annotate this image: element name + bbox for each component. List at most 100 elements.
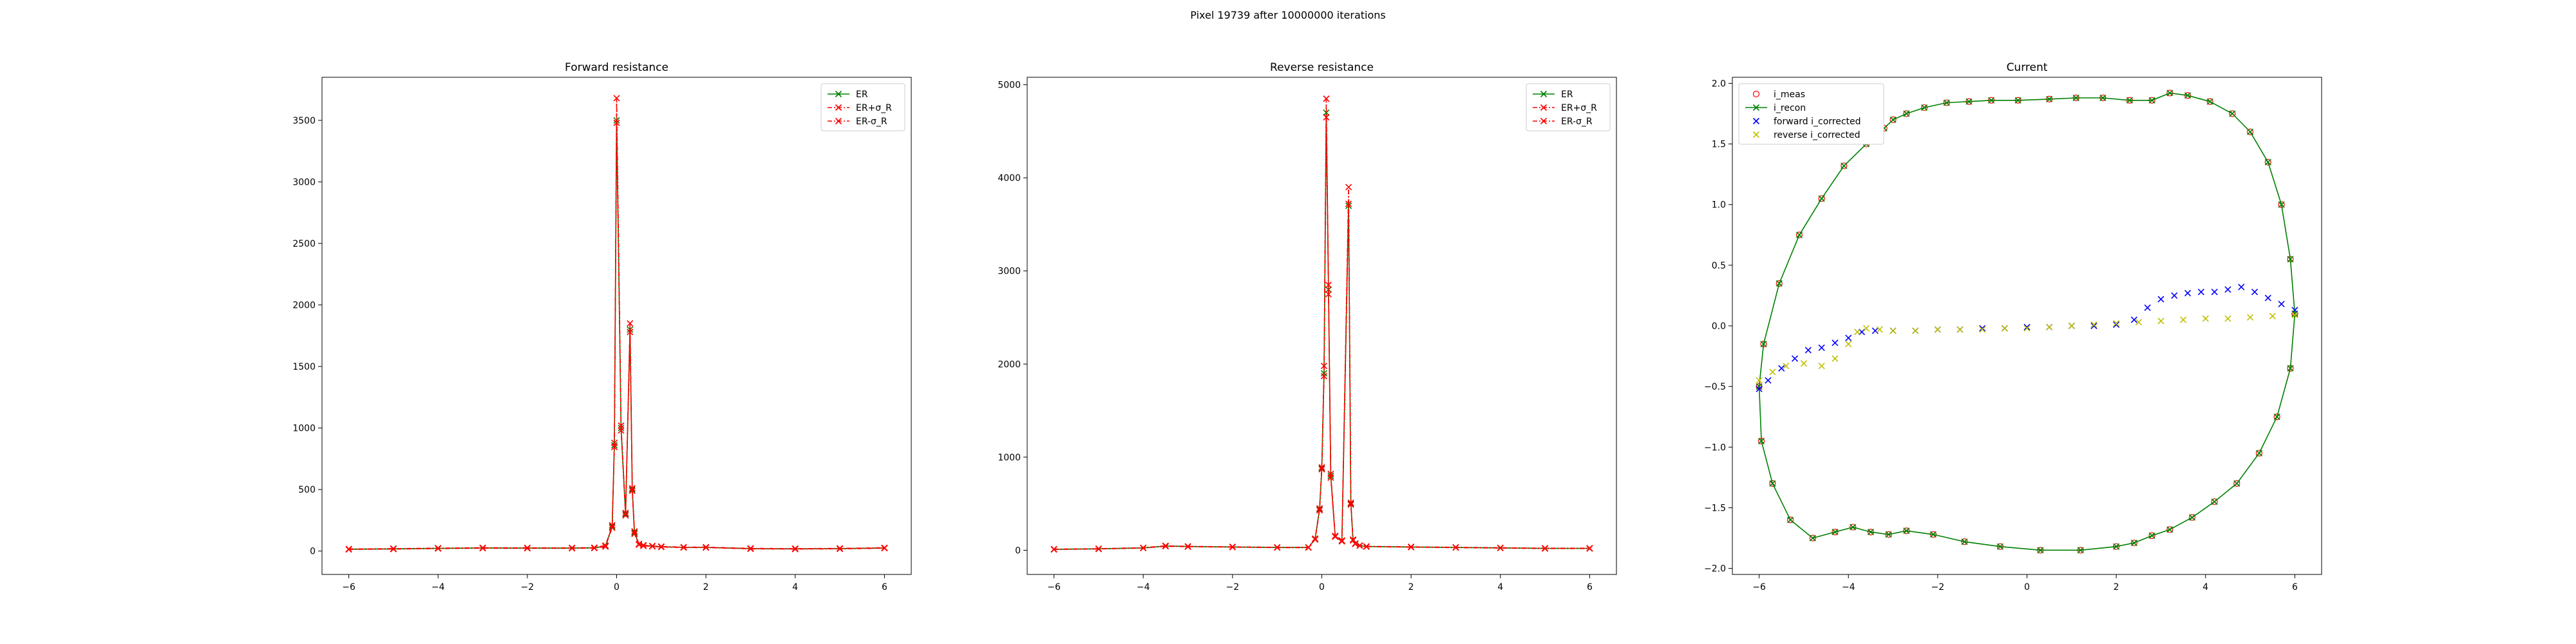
series-2-3-point-16 bbox=[2023, 325, 2031, 332]
series-2-0-point-50 bbox=[2264, 158, 2271, 166]
series-2-3-point-19 bbox=[2090, 321, 2098, 328]
series-2-1-point-37 bbox=[1965, 98, 1973, 105]
series-2-3-point-4 bbox=[1818, 363, 1825, 370]
series-0-2-point-2 bbox=[435, 545, 442, 552]
chart-1-series-1-line bbox=[1054, 99, 1590, 550]
chart-1-legend-box bbox=[1526, 83, 1611, 131]
chart-1-xtick-label-6: 6 bbox=[1587, 582, 1593, 592]
series-2-2-point-3 bbox=[1791, 355, 1799, 362]
series-1-1-point-10 bbox=[1318, 464, 1325, 471]
series-2-1-point-legend bbox=[1752, 104, 1760, 111]
chart-0-data bbox=[345, 95, 888, 553]
series-2-1-point-12 bbox=[2037, 547, 2044, 554]
series-2-0-point-29 bbox=[1818, 195, 1825, 202]
series-2-3-point-25 bbox=[2224, 315, 2231, 322]
chart-1-legend: ER ER+σ_R ER-σ_R bbox=[1526, 83, 1611, 131]
series-2-3-point-2 bbox=[1783, 363, 1790, 370]
chart-2-frame bbox=[1732, 77, 2322, 575]
series-1-2-point-22 bbox=[1363, 543, 1370, 550]
series-2-1-point-7 bbox=[2166, 526, 2174, 533]
series-2-1-point-13 bbox=[1996, 543, 2003, 550]
chart-2-legend-label-0: i_meas bbox=[1774, 90, 1805, 100]
chart-2: Current −6 −4 −2 0 2 4 6 −2.0 −1.5 −1.0 −0.5 0.0 0.5 1… bbox=[1704, 61, 2322, 592]
chart-1: Reverse resistance −6 −4 −2 0 2 4 6 0 1000 2000 300… bbox=[998, 61, 1617, 592]
series-1-2-point-27 bbox=[1586, 545, 1593, 552]
chart-0-xtick-label-3: 0 bbox=[614, 582, 620, 592]
series-2-3-point-26 bbox=[2247, 314, 2254, 321]
chart-1-ytick-label-5: 5000 bbox=[998, 80, 1021, 91]
series-2-1-point-20 bbox=[1832, 529, 1839, 536]
series-2-3-point-15 bbox=[2001, 325, 2008, 332]
series-2-2-point-2 bbox=[1778, 365, 1785, 372]
series-0-1-point-10 bbox=[613, 95, 620, 102]
series-0-2-point-1 bbox=[390, 545, 397, 553]
series-2-3-point-14 bbox=[1979, 326, 1986, 333]
chart-2-ytick-label-2: −1.0 bbox=[1704, 442, 1726, 453]
series-2-0-point-28 bbox=[1795, 231, 1803, 238]
series-2-3-point-17 bbox=[2046, 323, 2053, 330]
series-2-2-point-5 bbox=[1818, 344, 1825, 351]
chart-0-series-2-line bbox=[348, 122, 885, 550]
series-2-3-point-21 bbox=[2135, 319, 2142, 326]
series-2-2-point-19 bbox=[2090, 322, 2098, 330]
series-0-2-point-10 bbox=[613, 119, 620, 126]
series-2-1-point-4 bbox=[2233, 480, 2240, 487]
series-2-0-point-47 bbox=[2206, 98, 2213, 105]
chart-0-legend-label-0: ER bbox=[856, 90, 868, 100]
series-1-2-point-0 bbox=[1050, 546, 1057, 553]
chart-0-legend-label-2: ER-σ_R bbox=[856, 117, 887, 127]
series-2-3-point-5 bbox=[1832, 355, 1839, 362]
series-2-1-point-51 bbox=[2278, 201, 2285, 208]
series-1-0-point-9 bbox=[1316, 506, 1323, 513]
series-0-2-point-25 bbox=[881, 545, 888, 552]
series-2-3-point-18 bbox=[2068, 322, 2075, 330]
series-2-1-point-11 bbox=[2077, 547, 2084, 554]
series-0-2-point-3 bbox=[479, 545, 486, 552]
series-0-2-point-18 bbox=[649, 543, 656, 550]
series-2-2-point-7 bbox=[1845, 334, 1852, 341]
series-2-1-point-9 bbox=[2130, 539, 2137, 547]
series-1-1-point-8 bbox=[1312, 535, 1319, 542]
series-1-1-point-legend bbox=[1540, 104, 1548, 111]
series-2-1-point-5 bbox=[2211, 498, 2218, 506]
chart-0: Forward resistance −6 −4 −2 0 2 4 6 0 500 1000 1500… bbox=[292, 61, 912, 592]
chart-2-xtick-label-4: 2 bbox=[2114, 582, 2119, 592]
series-2-0-point-30 bbox=[1841, 162, 1848, 169]
chart-0-title: Forward resistance bbox=[565, 61, 668, 74]
chart-2-series-1-line bbox=[1758, 92, 2296, 551]
chart-0-ytick-label-7: 3500 bbox=[292, 116, 316, 126]
series-2-2-point-14 bbox=[1979, 325, 1986, 332]
chart-2-ytick-label-8: 2.0 bbox=[1712, 79, 1726, 89]
chart-0-ytick-label-0: 0 bbox=[310, 547, 316, 557]
series-1-2-point-2 bbox=[1140, 545, 1147, 552]
series-2-0-point-35 bbox=[1920, 104, 1928, 111]
series-2-1-point-10 bbox=[2113, 543, 2120, 550]
chart-2-legend-box bbox=[1738, 83, 1884, 145]
chart-2-ytick-label-0: −2.0 bbox=[1704, 564, 1726, 574]
series-2-3-point-0 bbox=[1756, 377, 1763, 384]
series-0-2-point-7 bbox=[602, 543, 609, 550]
series-2-1-point-47 bbox=[2206, 98, 2213, 105]
series-2-1-point-41 bbox=[2072, 94, 2079, 102]
chart-0-ytick-label-4: 2000 bbox=[292, 301, 316, 311]
series-1-2-point-9 bbox=[1316, 507, 1323, 514]
series-2-1-point-17 bbox=[1885, 531, 1892, 538]
series-2-1-point-38 bbox=[1987, 97, 1995, 104]
series-0-2-point-23 bbox=[791, 545, 799, 553]
series-2-1-point-6 bbox=[2188, 514, 2196, 521]
chart-0-xtick-label-4: 2 bbox=[703, 582, 709, 592]
series-1-2-point-21 bbox=[1356, 542, 1363, 549]
series-2-2-point-16 bbox=[2023, 323, 2031, 330]
series-1-2-point-12 bbox=[1323, 114, 1330, 121]
series-0-2-point-24 bbox=[837, 545, 844, 553]
series-2-1-point-44 bbox=[2148, 97, 2155, 104]
series-1-2-point-8 bbox=[1312, 536, 1319, 543]
series-2-1-point-28 bbox=[1795, 231, 1803, 238]
series-2-3-point-8 bbox=[1862, 325, 1870, 332]
series-2-0-point-3 bbox=[2255, 450, 2263, 457]
series-1-2-point-19 bbox=[1349, 537, 1357, 544]
series-2-1-point-43 bbox=[2126, 97, 2133, 104]
chart-0-xtick-label-0: −6 bbox=[342, 582, 355, 592]
series-2-1-point-33 bbox=[1889, 116, 1897, 123]
